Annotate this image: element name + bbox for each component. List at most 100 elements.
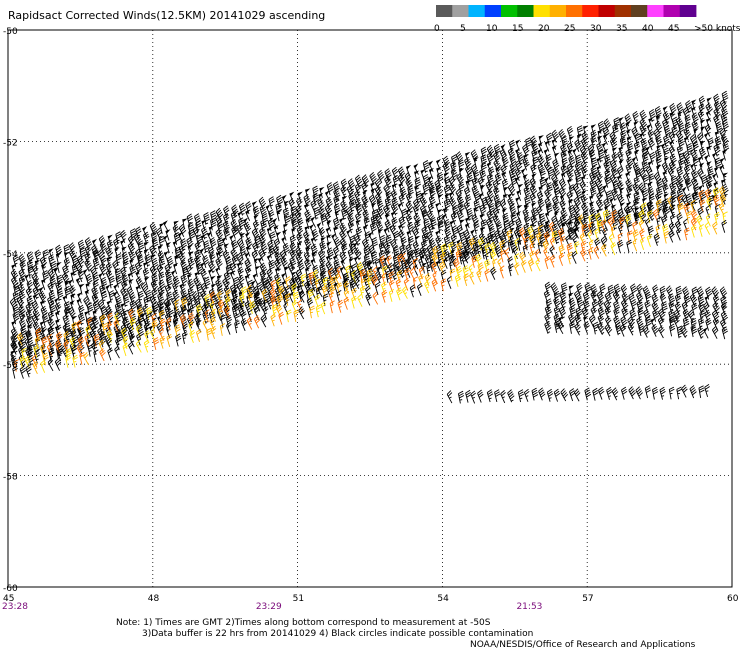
wind-barb [190,330,195,343]
wind-barb [562,136,568,148]
wind-barb [166,242,171,253]
wind-barb [226,322,231,335]
wind-barb [707,146,712,157]
wind-barb [636,387,643,400]
wind-barb [283,243,289,255]
wind-barb [561,172,566,183]
wind-barb [366,293,372,306]
wind-barb [601,244,606,256]
wind-barb [316,305,321,317]
wind-barb [555,211,560,222]
legend-swatch [647,5,664,17]
legend-label: 15 [512,24,523,34]
wind-barb [471,391,476,404]
wind-barb [677,387,682,399]
wind-barb [476,254,482,267]
wind-barb [618,240,624,252]
wind-barb [90,266,97,279]
wind-barb [474,222,480,234]
wind-barb [621,387,627,399]
wind-barb [699,224,703,236]
wind-barb [138,241,144,253]
wind-barb [517,240,522,251]
wind-barb [539,388,546,401]
wind-barb [244,222,251,235]
wind-barb [585,388,591,400]
y-tick-label: -60 [3,584,18,594]
wind-barb [298,192,303,203]
wind-barb [583,299,589,311]
wind-barb [406,165,411,176]
wind-barb [467,173,473,185]
wind-barb [562,158,567,170]
wind-barb [145,277,150,288]
wind-barb [524,389,529,402]
y-tick-label: -52 [3,138,18,148]
legend-swatch [566,5,583,17]
wind-barb [269,197,275,209]
wind-barb [622,292,629,305]
legend-swatch [452,5,469,17]
wind-barb [554,389,560,402]
wind-barb [654,233,660,246]
x-tick-label: 48 [148,594,160,604]
time-label: 21:53 [516,602,542,612]
wind-barb [645,317,651,329]
wind-barb [722,327,728,339]
y-tick-label: -56 [3,361,18,371]
wind-barb [358,294,362,307]
wind-barb [87,303,93,315]
wind-barb [458,391,463,403]
wind-barb [378,170,385,183]
legend-swatch [615,5,632,17]
wind-barb [284,267,289,278]
wind-barb [183,218,188,229]
wind-barb [371,252,377,264]
wind-barb [277,232,282,243]
legend-swatch [631,5,648,17]
wind-barb [130,265,136,277]
wind-barb [645,386,651,398]
wind-barb [682,385,688,398]
chart-title: Rapidsact Corrected Winds(12.5KM) 201410… [8,9,325,22]
wind-barb [629,387,636,400]
wind-barb [470,272,475,285]
wind-barb [553,166,560,179]
wind-barb [670,324,675,336]
legend-swatch [501,5,518,17]
wind-barb [664,231,669,243]
wind-barb [314,207,320,219]
wind-barb [203,255,209,267]
wind-barb [612,388,618,401]
wind-barb [660,387,666,399]
wind-barb [57,289,63,301]
wind-barb [611,166,617,179]
wind-barb [247,317,252,330]
wind-barb [532,388,538,400]
wind-barb [294,310,299,322]
wind-barb [187,237,194,250]
wind-barb [508,390,515,403]
wind-barb [254,316,260,329]
y-tick-label: -54 [3,250,18,260]
wind-barb [50,303,56,315]
wind-barb [686,100,692,113]
legend-swatch [550,5,567,17]
wind-barb [614,316,621,329]
wind-barb [447,391,452,403]
wind-barb [447,276,451,289]
wind-barb [145,254,151,266]
wind-barb [635,150,640,161]
wind-barb [373,292,378,304]
wind-barb [271,314,276,327]
wind-barb [123,295,129,307]
wind-barb [662,302,668,314]
wind-barb [241,318,247,331]
wind-barb [123,259,128,271]
wind-barb [464,273,469,285]
wind-barb [699,386,704,398]
wind-barb [230,270,235,281]
wind-barb [321,302,326,315]
wind-barb [474,191,480,203]
